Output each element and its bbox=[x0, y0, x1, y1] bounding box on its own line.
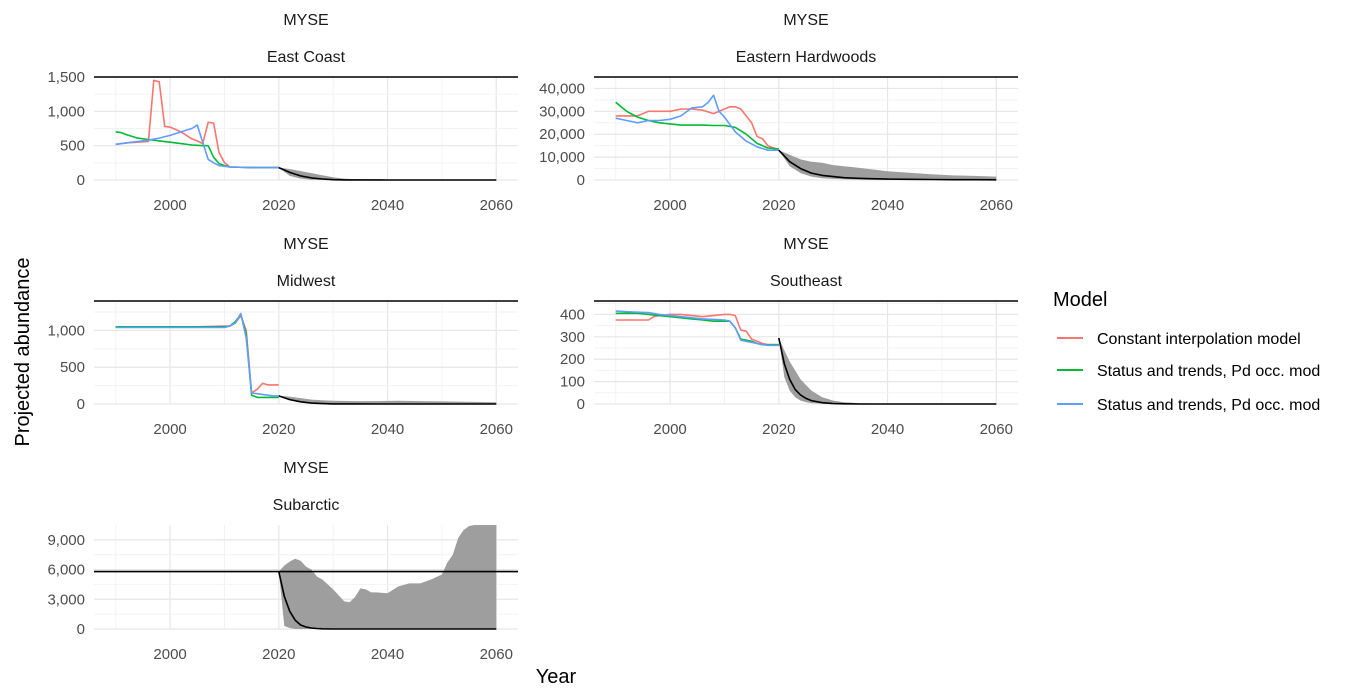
y-tick-label: 0 bbox=[77, 621, 85, 638]
legend-item-constant-interpolation: Constant interpolation model bbox=[1057, 331, 1301, 348]
y-tick-label: 20,000 bbox=[539, 126, 585, 143]
panel-eastern-hardwoods: MYSE Eastern Hardwoods 0 10,000 20,000 30,000… bbox=[539, 12, 1018, 214]
projection-mean-line bbox=[278, 395, 497, 405]
y-tick-label: 10,000 bbox=[539, 149, 585, 166]
y-tick-label: 500 bbox=[60, 359, 85, 376]
panel-region-label: Subarctic bbox=[273, 497, 340, 514]
series-line-1 bbox=[615, 106, 779, 150]
panel-grid bbox=[94, 301, 518, 405]
x-tick-label: 2000 bbox=[653, 421, 686, 438]
panel-region-label: Eastern Hardwoods bbox=[736, 49, 877, 66]
panel-species-label: MYSE bbox=[283, 236, 328, 253]
y-tick-label: 1,000 bbox=[47, 322, 85, 339]
projection-band bbox=[278, 395, 497, 404]
series-line-2 bbox=[115, 313, 279, 399]
series-line-3 bbox=[115, 312, 279, 397]
panel-species-label: MYSE bbox=[283, 460, 328, 477]
x-axis-title: Year bbox=[536, 666, 577, 688]
projection-band bbox=[778, 337, 997, 404]
x-tick-label: 2000 bbox=[153, 421, 186, 438]
projection-band bbox=[778, 150, 997, 180]
y-tick-label: 40,000 bbox=[539, 80, 585, 97]
panel-southeast: MYSE Southeast 0 100 200 300 400 2000 2020 2040 20… bbox=[560, 236, 1018, 438]
y-tick-label: 0 bbox=[77, 172, 85, 189]
panel-grid bbox=[594, 77, 1018, 181]
x-tick-label: 2060 bbox=[980, 197, 1013, 214]
x-tick-label: 2020 bbox=[762, 197, 795, 214]
x-tick-label: 2040 bbox=[871, 197, 904, 214]
series-line-3 bbox=[115, 124, 279, 169]
legend: Model Constant interpolation model Statu… bbox=[1053, 289, 1320, 414]
x-tick-label: 2060 bbox=[480, 646, 513, 663]
x-tick-label: 2020 bbox=[262, 197, 295, 214]
x-tick-label: 2040 bbox=[871, 421, 904, 438]
projection-mean-line bbox=[278, 166, 497, 181]
y-tick-label: 30,000 bbox=[539, 103, 585, 120]
legend-label-constant-interpolation: Constant interpolation model bbox=[1097, 331, 1301, 348]
x-tick-label: 2020 bbox=[262, 646, 295, 663]
x-tick-label: 2060 bbox=[480, 197, 513, 214]
x-tick-label: 2040 bbox=[371, 646, 404, 663]
legend-title: Model bbox=[1053, 289, 1107, 311]
panel-region-label: East Coast bbox=[267, 49, 346, 66]
projection-band bbox=[278, 525, 497, 629]
series-line-2 bbox=[115, 131, 279, 169]
y-tick-label: 0 bbox=[577, 172, 585, 189]
y-axis-title: Projected abundance bbox=[12, 257, 34, 446]
panel-midwest: MYSE Midwest 0 500 1,000 2000 2020 2040 2060 bbox=[47, 236, 518, 438]
series-line-2 bbox=[615, 101, 779, 150]
x-tick-label: 2000 bbox=[153, 646, 186, 663]
legend-item-status-trends-blue: Status and trends, Pd occ. mod bbox=[1057, 397, 1320, 414]
projection-mean-line bbox=[278, 571, 497, 630]
y-tick-label: 9,000 bbox=[47, 532, 85, 549]
x-tick-label: 2060 bbox=[980, 421, 1013, 438]
panel-region-label: Southeast bbox=[770, 273, 843, 290]
y-tick-label: 200 bbox=[560, 351, 585, 368]
legend-item-status-trends-green: Status and trends, Pd occ. mod bbox=[1057, 363, 1320, 380]
panel-east-coast: MYSE East Coast 0 500 1,000 1,500 2000 2020 2040… bbox=[47, 12, 518, 214]
projection-mean-line bbox=[778, 149, 997, 181]
y-tick-label: 500 bbox=[60, 138, 85, 155]
y-tick-label: 6,000 bbox=[47, 562, 85, 579]
panel-species-label: MYSE bbox=[783, 236, 828, 253]
series-line-1 bbox=[615, 313, 779, 346]
y-tick-label: 300 bbox=[560, 329, 585, 346]
y-tick-label: 100 bbox=[560, 374, 585, 391]
panel-species-label: MYSE bbox=[783, 12, 828, 29]
series-line-3 bbox=[615, 94, 779, 151]
y-tick-label: 1,500 bbox=[47, 69, 85, 86]
series-line-1 bbox=[115, 79, 279, 169]
panel-region-label: Midwest bbox=[277, 273, 336, 290]
y-tick-label: 1,000 bbox=[47, 103, 85, 120]
panel-grid bbox=[94, 76, 518, 181]
y-tick-label: 400 bbox=[560, 306, 585, 323]
series-line-3 bbox=[615, 310, 779, 347]
panel-species-label: MYSE bbox=[283, 12, 328, 29]
x-tick-label: 2060 bbox=[480, 421, 513, 438]
x-tick-label: 2040 bbox=[371, 421, 404, 438]
panel-subarctic: MYSE Subarctic 0 3,000 6,000 9,000 2000 2020 204… bbox=[47, 460, 518, 663]
legend-label-status-trends-green: Status and trends, Pd occ. mod bbox=[1097, 363, 1320, 380]
x-tick-label: 2040 bbox=[371, 197, 404, 214]
y-tick-label: 0 bbox=[77, 396, 85, 413]
x-tick-label: 2000 bbox=[153, 197, 186, 214]
legend-label-status-trends-blue: Status and trends, Pd occ. mod bbox=[1097, 397, 1320, 414]
projection-mean-line bbox=[778, 337, 997, 405]
y-tick-label: 0 bbox=[577, 396, 585, 413]
x-tick-label: 2020 bbox=[262, 421, 295, 438]
x-tick-label: 2000 bbox=[653, 197, 686, 214]
x-tick-label: 2020 bbox=[762, 421, 795, 438]
y-tick-label: 3,000 bbox=[47, 591, 85, 608]
